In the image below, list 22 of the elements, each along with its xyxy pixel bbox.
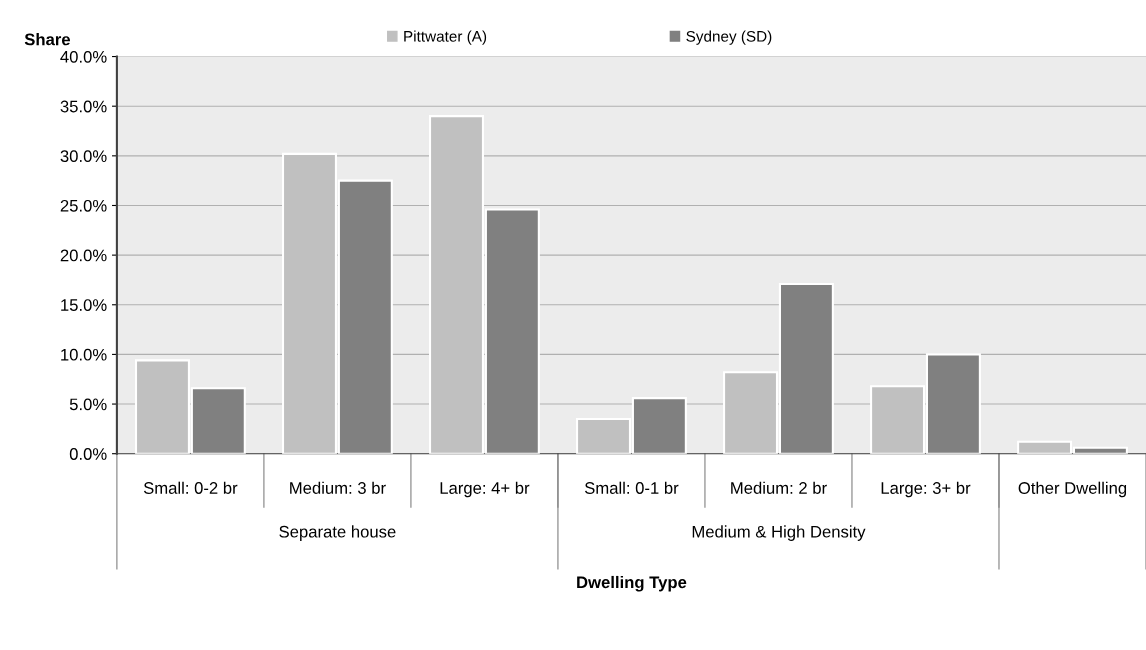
x-tick-label: Small: 0-2 br (143, 481, 238, 494)
y-tick-label: 40.0% (60, 50, 107, 63)
y-tick-label: 0.0% (69, 448, 107, 460)
x-tick-label: Small: 0-1 br (584, 481, 679, 494)
y-tick-label: 15.0% (61, 299, 107, 311)
y-axis-title: Share (24, 33, 71, 46)
x-tick-label: Medium: 3 br (290, 481, 386, 494)
text: Separate house (279, 525, 396, 541)
legend-label: Pittwater (A) (404, 30, 487, 45)
x-tick-label: Medium: 2 br (731, 481, 827, 494)
y-tick-label: 5.0% (69, 398, 107, 411)
text: Medium & High Density (692, 525, 866, 541)
y-tick-label: 35.0% (60, 100, 107, 113)
y-tick-label: 10.0% (61, 348, 107, 361)
x-axis-title: Dwelling Type (577, 575, 687, 592)
x-tick-label: Large: 3+ br (881, 481, 971, 498)
legend-label: Sydney (SD) (686, 30, 772, 45)
y-tick-label: 20.0% (60, 249, 107, 262)
y-tick-label: 25.0% (60, 199, 107, 212)
x-tick-label: Other Dwelling (1018, 481, 1127, 498)
x-tick-label: Large: 4+ br (440, 481, 530, 498)
y-tick-label: 30.0% (60, 150, 107, 163)
